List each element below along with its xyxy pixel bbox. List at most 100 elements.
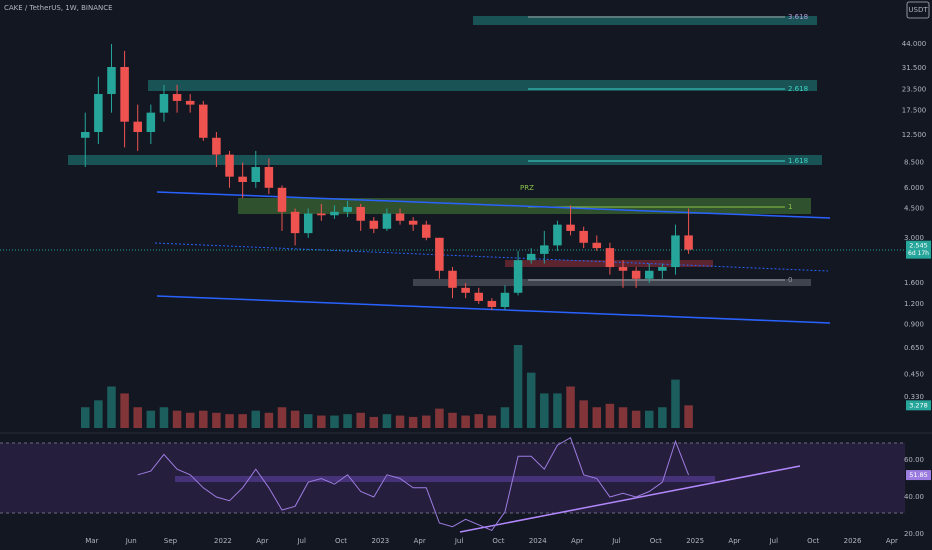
candle-body [264, 167, 274, 188]
candle-body [172, 94, 182, 101]
volume-bar [461, 415, 470, 428]
x-tick-label: Apr [571, 537, 583, 545]
volume-bar [330, 415, 339, 428]
volume-bar [120, 393, 129, 428]
volume-bar [658, 407, 667, 428]
fib-box [473, 16, 817, 25]
volume-bar [185, 412, 195, 428]
candle-body [422, 224, 431, 238]
candle-body [435, 237, 444, 271]
x-tick-label: Oct [650, 537, 662, 545]
y-tick-label: 8.500 [904, 159, 924, 167]
candle-body [448, 270, 457, 288]
trend-line [156, 295, 831, 324]
volume-bar [513, 345, 523, 428]
volume-bar [422, 415, 431, 428]
candle-body [185, 100, 195, 105]
candle-body [461, 287, 470, 293]
volume-bar [408, 416, 418, 428]
volume-bar [199, 410, 208, 428]
volume-bar [277, 407, 287, 428]
y-tick-label: 40.00 [904, 493, 924, 501]
x-tick-label: Apr [256, 537, 268, 545]
volume-bar [526, 372, 536, 428]
volume-bar [684, 405, 693, 428]
candle-body [80, 131, 90, 138]
price-badge [906, 240, 931, 259]
candle-body [500, 292, 510, 307]
y-tick-label: 0.900 [904, 321, 924, 329]
candle-body [133, 121, 142, 132]
x-tick-label: Apr [886, 537, 898, 545]
x-tick-label: 2026 [844, 537, 862, 545]
candle-body [330, 211, 339, 216]
x-tick-label: Oct [807, 537, 819, 545]
y-tick-label: 60.00 [904, 456, 924, 464]
candle-body [579, 230, 588, 243]
candle-body [303, 213, 313, 234]
candle-body [631, 270, 641, 279]
y-tick-label: 0.330 [904, 393, 924, 401]
volume-bar [317, 415, 326, 428]
candle-body [566, 224, 575, 231]
x-tick-label: 2024 [529, 537, 547, 545]
x-tick-label: Oct [335, 537, 347, 545]
y-tick-label: 3.000 [904, 234, 924, 242]
volume-bar [225, 414, 234, 428]
rsi-line [137, 436, 690, 532]
rsi-last: 51.85 [909, 471, 928, 479]
candle-body [251, 167, 261, 183]
last-price: 2.545 [909, 242, 928, 250]
volume-bar [369, 416, 379, 428]
last-volume: 3.278 [909, 401, 928, 409]
x-tick-label: Apr [414, 537, 426, 545]
candle-body [684, 235, 693, 250]
volume-bar [107, 386, 116, 428]
candle-body [159, 94, 169, 113]
candle-body [120, 67, 129, 122]
volume-bar [251, 410, 261, 428]
candle-body [474, 292, 483, 301]
volume-bar [212, 412, 221, 428]
volume-bar [94, 400, 103, 428]
x-tick-label: Sep [164, 537, 178, 545]
volume-bar [448, 412, 457, 428]
volume-bar [487, 415, 497, 428]
volume-bar [566, 386, 575, 428]
volume-bar [172, 410, 182, 428]
candle-body [644, 270, 654, 279]
x-tick-label: Jun [125, 537, 137, 545]
fib-label: 3.618 [788, 13, 808, 21]
y-tick-label: 44.000 [902, 40, 927, 48]
y-tick-label: 1.600 [904, 279, 924, 287]
support-box [413, 279, 811, 286]
volume-bar [618, 407, 628, 428]
x-tick-label: 2022 [214, 537, 232, 545]
candle-body [671, 235, 680, 268]
candle-body [605, 248, 615, 268]
rsi-trend-line [459, 465, 801, 533]
candle-body [94, 94, 103, 132]
candle-body [382, 213, 392, 229]
volume-bar [671, 379, 680, 428]
volume-bar [290, 410, 300, 428]
fib-label: 1 [788, 203, 792, 211]
x-tick-label: Jul [454, 537, 464, 545]
countdown: 6d 17h [908, 250, 929, 257]
y-tick-label: 17.500 [902, 107, 927, 115]
volume-bar [159, 407, 169, 428]
currency: USDT [908, 6, 928, 14]
prz-label: PRZ [520, 184, 534, 192]
y-tick-label: 20.00 [904, 530, 924, 538]
candle-body [513, 260, 523, 293]
candle-body [487, 300, 497, 307]
fib-label: 1.618 [788, 157, 808, 165]
currency-box [906, 1, 930, 19]
candle-body [107, 67, 116, 95]
x-tick-label: Jul [769, 537, 779, 545]
candle-body [592, 242, 602, 249]
candle-body [369, 220, 379, 229]
volume-bar [579, 400, 588, 428]
trend-line [154, 242, 829, 272]
volume-bar [474, 414, 483, 428]
